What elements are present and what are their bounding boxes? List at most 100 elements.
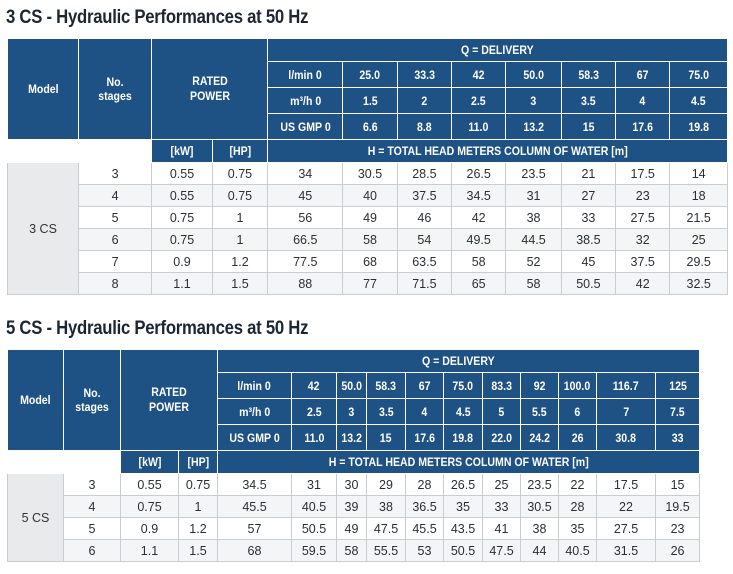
blank-header-cell: [6, 139, 153, 163]
delivery-value-cell: 50.0: [505, 61, 562, 88]
head-cell: 58: [451, 250, 507, 273]
delivery-value-cell: 33.3: [396, 61, 453, 88]
delivery-value-cell: 25.0: [342, 61, 398, 88]
table-row: 4 0.75 1 45.5 40.5 39 38 36.5 35 33 30.5 28 22 19.5: [8, 495, 729, 518]
stages-cell: 8: [78, 272, 153, 295]
head-cell: 55.5: [366, 539, 406, 562]
head-cell: 45: [267, 184, 344, 207]
head-cell: 58: [342, 228, 398, 251]
table2-performance-table: Model No. stages RATED POWER Q = DELIVER…: [7, 349, 729, 562]
head-cell: 14: [669, 162, 728, 185]
head-cell: 33: [560, 206, 617, 229]
head-cell: 28: [405, 473, 444, 496]
kw-cell: 0.75: [151, 228, 213, 251]
delivery-value-cell: 42: [451, 61, 507, 88]
head-cell: 50.5: [443, 539, 483, 562]
stages-header: No. stages: [63, 349, 121, 451]
delivery-value-cell: 3: [336, 398, 367, 425]
head-cell: 53: [405, 539, 444, 562]
stages-cell: 5: [78, 206, 153, 229]
model-cell: 3 CS: [6, 162, 80, 295]
head-cell: 18: [669, 184, 728, 207]
head-cell: 26: [654, 539, 701, 562]
delivery-value-cell: 67: [405, 372, 444, 399]
head-cell: 17.5: [596, 473, 656, 496]
head-cell: 38: [520, 517, 559, 540]
hp-cell: 1.5: [178, 539, 218, 562]
delivery-value-cell: 8.8: [396, 113, 453, 140]
head-cell: 37.5: [396, 184, 453, 207]
delivery-value-cell: 2.5: [451, 87, 507, 114]
head-cell: 66.5: [267, 228, 344, 251]
rated-power-header: RATED POWER: [151, 38, 269, 140]
head-cell: 56: [267, 206, 344, 229]
delivery-value-cell: 2.5: [291, 398, 337, 425]
delivery-value-cell: 19.8: [443, 424, 483, 451]
delivery-value-cell: 3: [505, 87, 562, 114]
kw-cell: 0.55: [151, 184, 213, 207]
hp-cell: 1: [211, 228, 269, 251]
head-cell: 28: [558, 495, 597, 518]
delivery-value-cell: 6: [558, 398, 597, 425]
model-header: Model: [7, 349, 64, 451]
table-row: 5 0.9 1.2 57 50.5 49 47.5 45.5 43.5 41 38 35 27.5 23: [8, 517, 729, 540]
head-cell: 25: [669, 228, 728, 251]
head-cell: 57: [217, 517, 292, 540]
table1-title: 3 CS - Hydraulic Performances at 50 Hz: [6, 7, 309, 28]
head-cell: 30.5: [520, 495, 559, 518]
delivery-value-cell: 11.0: [451, 113, 507, 140]
head-cell: 88: [267, 272, 344, 295]
rated-power-header: RATED POWER: [120, 349, 218, 451]
head-cell: 29.5: [669, 250, 728, 273]
delivery-value-cell: 100.0: [558, 372, 597, 399]
usgpm-label: US GMP 0: [217, 424, 292, 451]
hp-cell: 1: [178, 495, 218, 518]
head-cell: 27.5: [596, 517, 656, 540]
head-cell: 31: [505, 184, 562, 207]
delivery-value-cell: 15: [560, 113, 617, 140]
delivery-value-cell: 58.3: [366, 372, 406, 399]
table-row: 5 CS 3 0.55 0.75 34.5 31 30 29 28 26.5 25 23.5 22 17.…: [7, 473, 729, 562]
head-cell: 58: [336, 539, 367, 562]
head-cell: 58: [505, 272, 562, 295]
head-cell: 44.5: [505, 228, 562, 251]
head-cell: 49: [342, 206, 398, 229]
hp-cell: 1: [211, 206, 269, 229]
head-cell: 45.5: [217, 495, 292, 518]
hp-header: [HP]: [178, 450, 218, 474]
delivery-value-cell: 30.8: [596, 424, 656, 451]
delivery-value-cell: 67: [615, 61, 671, 88]
head-cell: 54: [396, 228, 453, 251]
kw-cell: 1.1: [120, 539, 179, 562]
head-cell: 34.5: [217, 473, 292, 496]
delivery-value-cell: 13.2: [505, 113, 562, 140]
head-header: H = TOTAL HEAD METERS COLUMN OF WATER [m…: [216, 450, 701, 474]
delivery-value-cell: 7.5: [654, 398, 701, 425]
blank-header-cell: [7, 450, 121, 474]
kw-cell: 1.1: [151, 272, 213, 295]
stages-cell: 6: [63, 539, 121, 562]
head-cell: 47.5: [366, 517, 406, 540]
delivery-value-cell: 19.8: [669, 113, 728, 140]
head-cell: 17.5: [615, 162, 671, 185]
kw-cell: 0.75: [120, 495, 179, 518]
head-cell: 59.5: [291, 539, 337, 562]
head-cell: 38: [505, 206, 562, 229]
head-cell: 35: [443, 495, 483, 518]
head-cell: 22: [596, 495, 656, 518]
delivery-value-cell: 3.5: [560, 87, 617, 114]
delivery-header: Q = DELIVERY: [216, 349, 701, 373]
head-cell: 42: [451, 206, 507, 229]
m3h-label: m³/h 0: [217, 398, 292, 425]
hp-cell: 1.2: [178, 517, 218, 540]
stages-cell: 6: [78, 228, 153, 251]
head-cell: 26.5: [443, 473, 483, 496]
delivery-value-cell: 3.5: [366, 398, 406, 425]
kw-cell: 0.55: [151, 162, 213, 185]
head-cell: 52: [505, 250, 562, 273]
head-cell: 22: [558, 473, 597, 496]
delivery-value-cell: 75.0: [443, 372, 483, 399]
head-cell: 38.5: [560, 228, 617, 251]
usgpm-label: US GMP 0: [267, 113, 344, 140]
lmin-label: l/min 0: [267, 61, 344, 88]
